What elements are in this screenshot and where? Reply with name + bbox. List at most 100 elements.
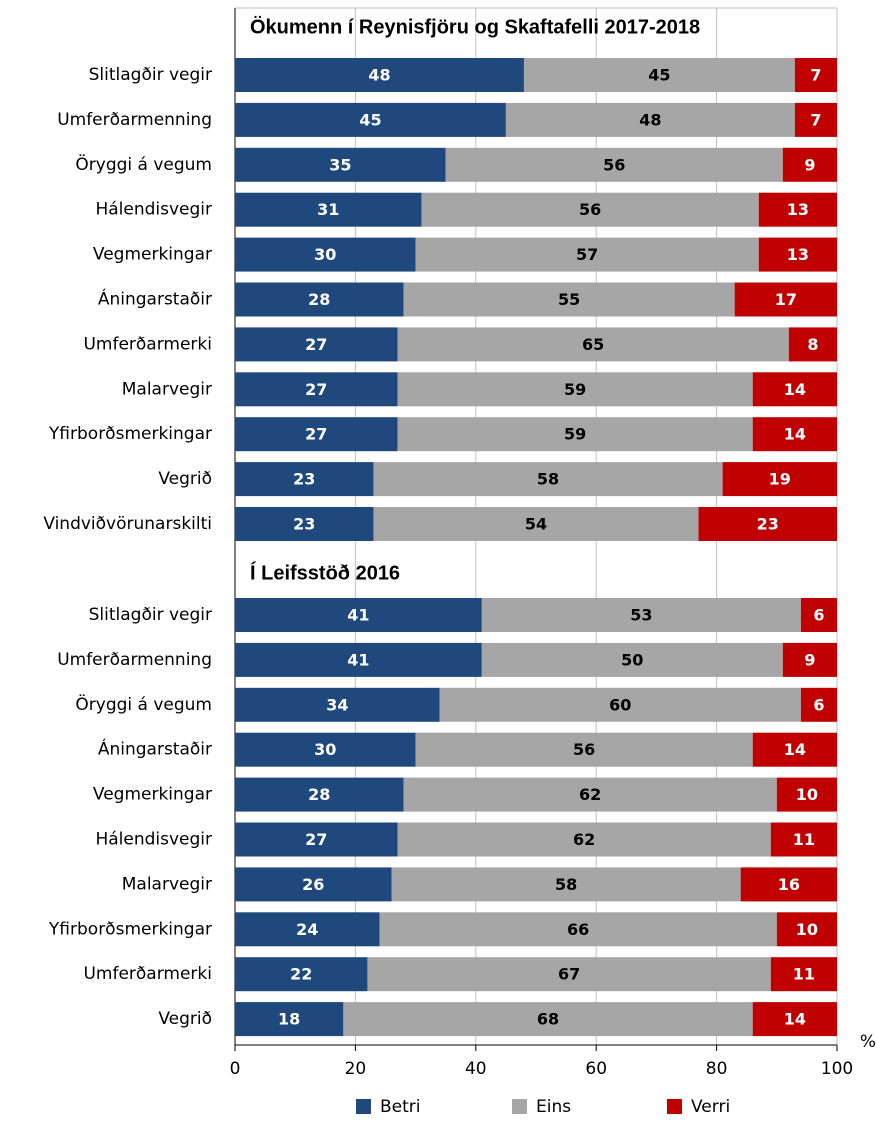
value-label: 45 — [648, 66, 670, 85]
legend-label: Verri — [691, 1097, 730, 1117]
x-tick-label: 80 — [706, 1059, 728, 1079]
value-label: 14 — [784, 1010, 806, 1029]
value-label: 48 — [368, 66, 390, 85]
value-label: 56 — [603, 155, 625, 174]
x-tick-label: 40 — [465, 1059, 487, 1079]
bar-segment — [523, 58, 795, 92]
value-label: 59 — [564, 380, 586, 399]
bar-segment — [235, 598, 482, 632]
value-label: 57 — [576, 245, 598, 264]
value-label: 23 — [757, 515, 779, 534]
value-label: 9 — [804, 155, 815, 174]
y-tick-label: Umferðarmenning — [57, 650, 212, 670]
bar-segment — [752, 417, 837, 452]
y-tick-label: Öryggi á vegum — [75, 693, 212, 715]
bar-segment — [752, 1002, 837, 1037]
y-tick-label: Slitlagðir vegir — [89, 65, 212, 85]
value-label: 58 — [555, 875, 577, 894]
y-tick-label: Slitlagðir vegir — [89, 605, 212, 625]
value-label: 67 — [558, 965, 580, 984]
bar-segment — [734, 282, 837, 317]
value-label: 16 — [778, 875, 800, 894]
value-label: 10 — [796, 785, 818, 804]
bar-segment — [235, 777, 404, 812]
bar-segment — [235, 327, 398, 362]
value-label: 58 — [537, 470, 559, 489]
y-tick-label: Hálendisvegir — [95, 200, 212, 220]
x-tick-label: 20 — [345, 1059, 367, 1079]
bar-segment — [698, 507, 837, 541]
value-label: 65 — [582, 335, 604, 354]
value-label: 41 — [347, 606, 369, 625]
y-tick-label: Malarvegir — [122, 379, 212, 399]
bar-segment — [415, 237, 759, 272]
value-label: 48 — [639, 110, 661, 129]
y-tick-label: Yfirborðsmerkingar — [48, 424, 212, 444]
bar-segment — [403, 282, 735, 317]
bar-segment — [421, 192, 759, 227]
value-label: 31 — [317, 200, 339, 219]
value-label: 34 — [326, 695, 348, 714]
bar-segment — [740, 867, 837, 902]
bar-segment — [379, 912, 777, 947]
bar-segment — [481, 598, 801, 632]
legend-swatch — [356, 1099, 371, 1114]
value-label: 11 — [793, 965, 815, 984]
bar-segment — [794, 102, 837, 137]
legend-swatch — [667, 1099, 682, 1114]
y-tick-label: Vegmerkingar — [93, 245, 212, 265]
value-label: 30 — [314, 740, 336, 759]
bar-segment — [403, 777, 777, 812]
value-label: 41 — [347, 650, 369, 669]
bar-segment — [752, 372, 837, 407]
y-tick-label: Öryggi á vegum — [75, 153, 212, 175]
value-label: 9 — [804, 650, 815, 669]
value-label: 26 — [302, 875, 324, 894]
bar-segment — [235, 417, 398, 452]
bar-segment — [439, 687, 801, 722]
bar-segment — [235, 912, 380, 947]
bar-segment — [776, 777, 837, 812]
bar-segment — [782, 147, 837, 182]
y-tick-label: Yfirborðsmerkingar — [48, 919, 212, 939]
value-label: 60 — [609, 695, 631, 714]
value-label: 28 — [308, 785, 330, 804]
bar-segment — [235, 957, 368, 992]
bar-segment — [481, 642, 783, 677]
value-label: 35 — [329, 155, 351, 174]
value-label: 7 — [810, 66, 821, 85]
bar-segment — [235, 58, 524, 92]
value-label: 10 — [796, 920, 818, 939]
bar-segment — [770, 822, 837, 857]
value-label: 27 — [305, 425, 327, 444]
bar-segment — [415, 732, 753, 767]
bar-segment — [235, 192, 422, 227]
bar-segment — [235, 732, 416, 767]
value-label: 27 — [305, 335, 327, 354]
value-label: 13 — [787, 200, 809, 219]
bar-segment — [397, 372, 753, 407]
value-label: 22 — [290, 965, 312, 984]
bar-segment — [235, 237, 416, 272]
value-label: 14 — [784, 425, 806, 444]
y-tick-label: Umferðarmenning — [57, 110, 212, 130]
value-label: 19 — [769, 470, 791, 489]
y-tick-label: Vegmerkingar — [93, 785, 212, 805]
bar-segment — [235, 507, 374, 541]
value-label: 30 — [314, 245, 336, 264]
value-label: 62 — [579, 785, 601, 804]
bar-segment — [235, 642, 482, 677]
value-label: 14 — [784, 740, 806, 759]
value-label: 6 — [813, 606, 824, 625]
value-label: 24 — [296, 920, 318, 939]
value-label: 45 — [359, 110, 381, 129]
value-label: 17 — [775, 290, 797, 309]
bar-segment — [776, 912, 837, 947]
value-label: 53 — [630, 606, 652, 625]
value-label: 54 — [525, 515, 547, 534]
value-label: 59 — [564, 425, 586, 444]
bar-segment — [373, 507, 699, 541]
bar-segment — [722, 462, 837, 497]
bar-segment — [788, 327, 837, 362]
bar-segment — [373, 462, 723, 497]
